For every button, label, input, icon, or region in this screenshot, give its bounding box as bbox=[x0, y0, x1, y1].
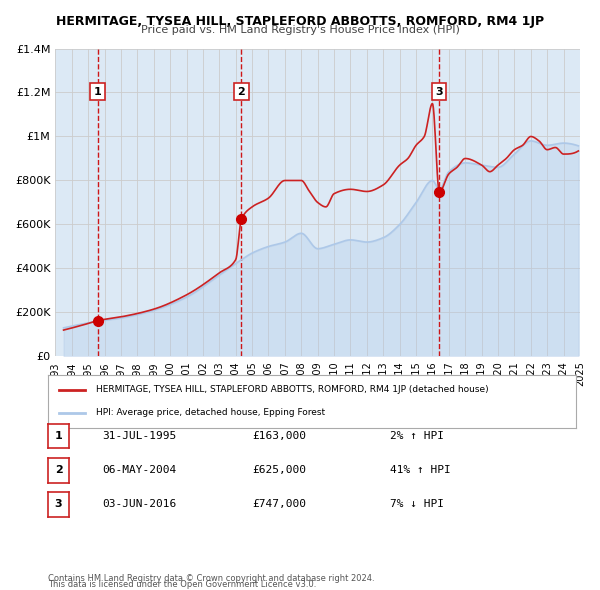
Text: 1: 1 bbox=[94, 87, 101, 97]
Text: 2% ↑ HPI: 2% ↑ HPI bbox=[390, 431, 444, 441]
Text: HERMITAGE, TYSEA HILL, STAPLEFORD ABBOTTS, ROMFORD, RM4 1JP: HERMITAGE, TYSEA HILL, STAPLEFORD ABBOTT… bbox=[56, 15, 544, 28]
Text: HERMITAGE, TYSEA HILL, STAPLEFORD ABBOTTS, ROMFORD, RM4 1JP (detached house): HERMITAGE, TYSEA HILL, STAPLEFORD ABBOTT… bbox=[95, 385, 488, 394]
Text: This data is licensed under the Open Government Licence v3.0.: This data is licensed under the Open Gov… bbox=[48, 581, 316, 589]
Text: £163,000: £163,000 bbox=[252, 431, 306, 441]
Text: 3: 3 bbox=[55, 500, 62, 509]
Text: 03-JUN-2016: 03-JUN-2016 bbox=[102, 500, 176, 509]
Text: 2: 2 bbox=[238, 87, 245, 97]
Text: £625,000: £625,000 bbox=[252, 466, 306, 475]
Text: 06-MAY-2004: 06-MAY-2004 bbox=[102, 466, 176, 475]
Text: 2: 2 bbox=[55, 466, 62, 475]
Text: £747,000: £747,000 bbox=[252, 500, 306, 509]
Text: 3: 3 bbox=[436, 87, 443, 97]
Text: Price paid vs. HM Land Registry's House Price Index (HPI): Price paid vs. HM Land Registry's House … bbox=[140, 25, 460, 35]
Text: Contains HM Land Registry data © Crown copyright and database right 2024.: Contains HM Land Registry data © Crown c… bbox=[48, 574, 374, 583]
Text: HPI: Average price, detached house, Epping Forest: HPI: Average price, detached house, Eppi… bbox=[95, 408, 325, 417]
Text: 31-JUL-1995: 31-JUL-1995 bbox=[102, 431, 176, 441]
Text: 41% ↑ HPI: 41% ↑ HPI bbox=[390, 466, 451, 475]
Text: 7% ↓ HPI: 7% ↓ HPI bbox=[390, 500, 444, 509]
Text: 1: 1 bbox=[55, 431, 62, 441]
